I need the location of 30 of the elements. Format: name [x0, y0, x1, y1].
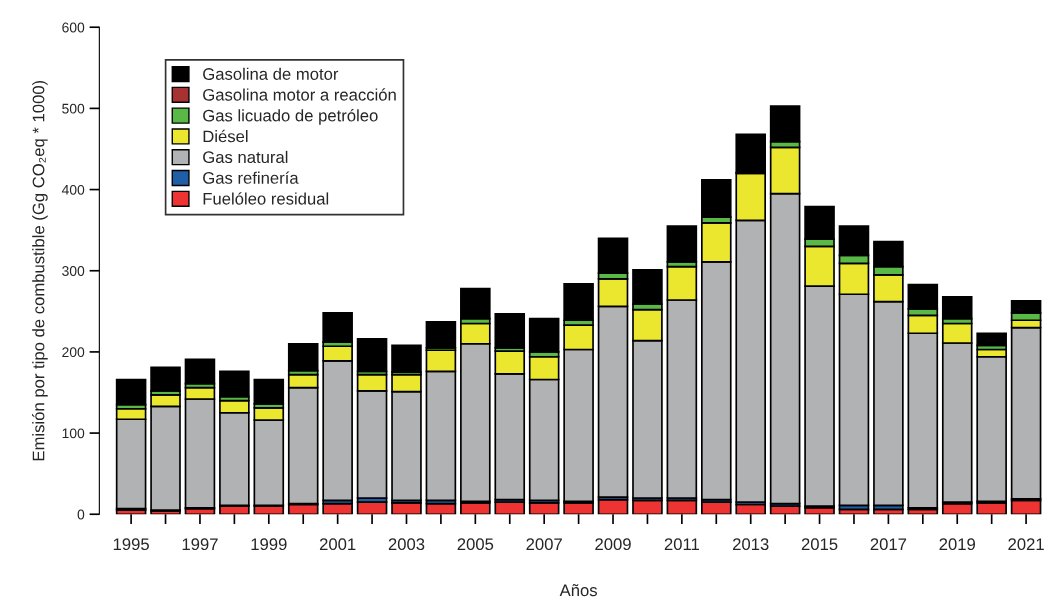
x-tick-label: 1997	[182, 538, 218, 551]
x-tick-label: 2003	[388, 538, 425, 551]
x-tick-label: 1999	[251, 538, 287, 551]
x-tick-label: 1995	[113, 538, 149, 551]
y-tick-label: 100	[62, 428, 85, 439]
y-tick-label: 500	[62, 103, 85, 114]
y-tick-label: 200	[62, 347, 85, 358]
x-tick-label: 2009	[595, 538, 631, 551]
legend-label: Gasolina motor a reacción	[203, 88, 396, 101]
legend-label: Gasolina de motor	[203, 67, 339, 80]
legend-label: Gas licuado de petróleo	[203, 109, 378, 125]
x-axis-title: Años	[559, 584, 597, 597]
y-tick-label: 600	[62, 22, 85, 33]
x-tick-label: 2015	[801, 538, 838, 551]
legend-label: Gas refinería	[203, 171, 299, 184]
legend-label: Diésel	[203, 129, 248, 143]
x-tick-label: 2017	[870, 538, 907, 551]
x-tick-label: 2011	[664, 538, 699, 551]
y-axis-title: Emisión por tipo de combustible (Gg CO₂eq * 1000)	[31, 80, 48, 461]
x-tick-label: 2001	[319, 538, 356, 551]
legend-label: Fuelóleo residual	[203, 192, 329, 205]
x-tick-label: 2021	[1008, 538, 1044, 551]
y-tick-label: 400	[61, 184, 85, 195]
x-tick-label: 2013	[733, 538, 769, 551]
x-tick-label: 2007	[526, 538, 562, 551]
y-tick-label: 300	[62, 266, 85, 276]
legend-label: Gas natural	[203, 150, 288, 164]
x-tick-label: 2019	[939, 538, 975, 551]
y-tick-label: 0	[77, 509, 85, 520]
x-tick-label: 2005	[457, 538, 494, 551]
